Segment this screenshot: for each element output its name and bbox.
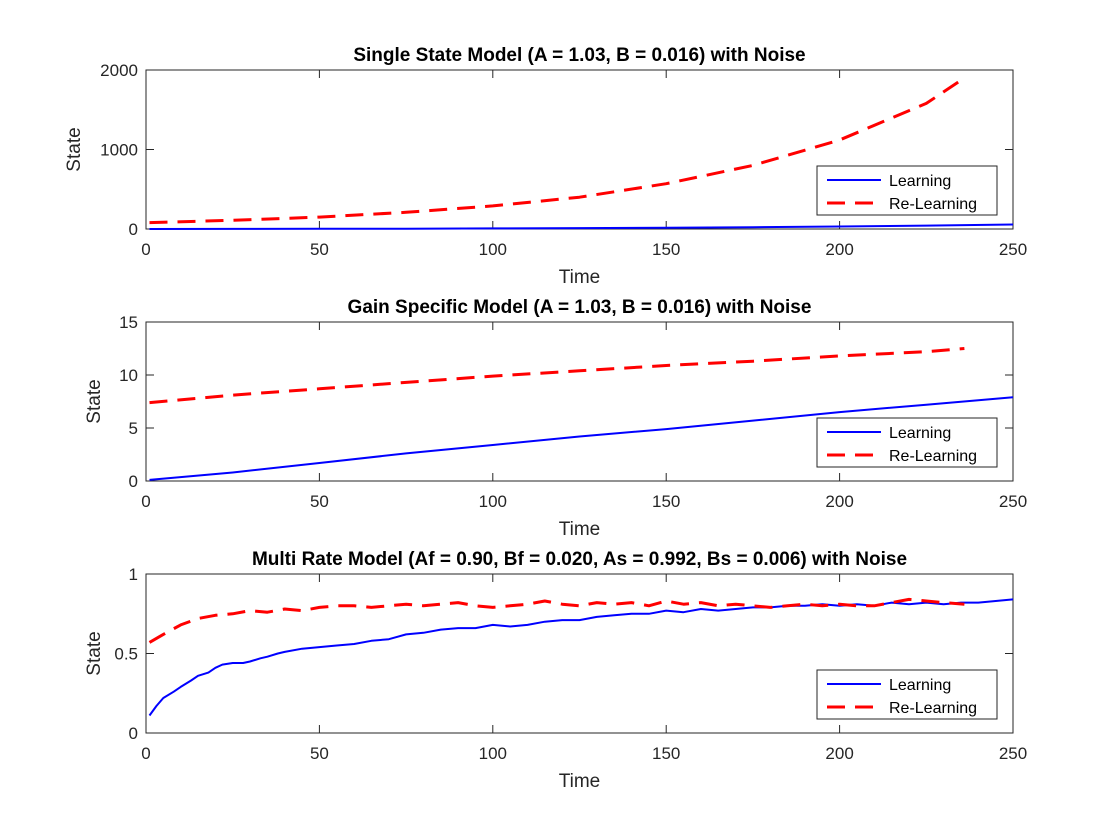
- x-tick-label: 200: [825, 744, 853, 763]
- legend: Learning Re-Learning: [816, 669, 998, 720]
- x-tick-label: 200: [825, 240, 853, 259]
- y-tick-label: 1: [129, 565, 138, 584]
- x-tick-label: 150: [652, 240, 680, 259]
- legend: Learning Re-Learning: [816, 417, 998, 468]
- subplot-1: 0 50 100 150 200 250 0 1000 2000 Single State Mod…: [64, 45, 1027, 288]
- legend-label: Learning: [889, 677, 951, 694]
- y-tick-label: 15: [119, 313, 138, 332]
- subplot-title: Single State Model (A = 1.03, B = 0.016)…: [353, 45, 805, 66]
- y-tick-label: 0: [129, 220, 138, 239]
- series-line-re-learning: [149, 76, 966, 225]
- x-tick-label: 150: [652, 744, 680, 763]
- series-line-re-learning: [149, 347, 965, 405]
- x-tick-label: 50: [310, 492, 329, 511]
- legend: Learning Re-Learning: [816, 165, 998, 216]
- x-tick-label: 150: [652, 492, 680, 511]
- x-tick-label: 100: [479, 744, 507, 763]
- x-tick-label: 0: [141, 492, 150, 511]
- y-tick-label: 10: [119, 366, 138, 385]
- legend-label: Re-Learning: [889, 700, 977, 717]
- series-line-re-learning: [148, 597, 965, 644]
- y-tick-label: 1000: [100, 141, 138, 160]
- legend-box: [816, 669, 998, 720]
- y-tick-label: 0: [129, 472, 138, 491]
- y-axis-label: State: [84, 631, 105, 675]
- legend-label: Re-Learning: [889, 448, 977, 465]
- legend-label: Re-Learning: [889, 196, 977, 213]
- legend-label: Learning: [889, 173, 951, 190]
- series-line-learning: [149, 396, 1014, 481]
- y-tick-label: 2000: [100, 61, 138, 80]
- x-tick-label: 250: [999, 744, 1027, 763]
- x-tick-label: 100: [479, 240, 507, 259]
- x-tick-label: 0: [141, 240, 150, 259]
- y-axis-label: State: [84, 379, 105, 423]
- x-tick-label: 50: [310, 744, 329, 763]
- x-tick-label: 200: [825, 492, 853, 511]
- x-axis-label: Time: [559, 267, 601, 288]
- legend-box: [816, 165, 998, 216]
- y-tick-label: 0.5: [114, 645, 138, 664]
- legend-box: [816, 417, 998, 468]
- x-tick-label: 100: [479, 492, 507, 511]
- subplot-title: Gain Specific Model (A = 1.03, B = 0.016…: [348, 297, 812, 318]
- x-axis-label: Time: [559, 519, 601, 540]
- x-axis-label: Time: [559, 771, 601, 792]
- subplot-title: Multi Rate Model (Af = 0.90, Bf = 0.020,…: [252, 549, 907, 570]
- x-tick-label: 250: [999, 240, 1027, 259]
- legend-label: Learning: [889, 425, 951, 442]
- series-line-learning: [149, 223, 1014, 230]
- y-axis-label: State: [64, 127, 85, 171]
- subplot-3: 0 50 100 150 200 250 0 0.5 1 Multi Rate Model (Af…: [84, 549, 1027, 792]
- y-tick-label: 5: [129, 419, 138, 438]
- y-tick-label: 0: [129, 724, 138, 743]
- x-tick-label: 50: [310, 240, 329, 259]
- x-tick-label: 250: [999, 492, 1027, 511]
- subplot-2: 0 50 100 150 200 250 0 5 10 15 Gain Specific Model…: [84, 297, 1027, 540]
- x-tick-label: 0: [141, 744, 150, 763]
